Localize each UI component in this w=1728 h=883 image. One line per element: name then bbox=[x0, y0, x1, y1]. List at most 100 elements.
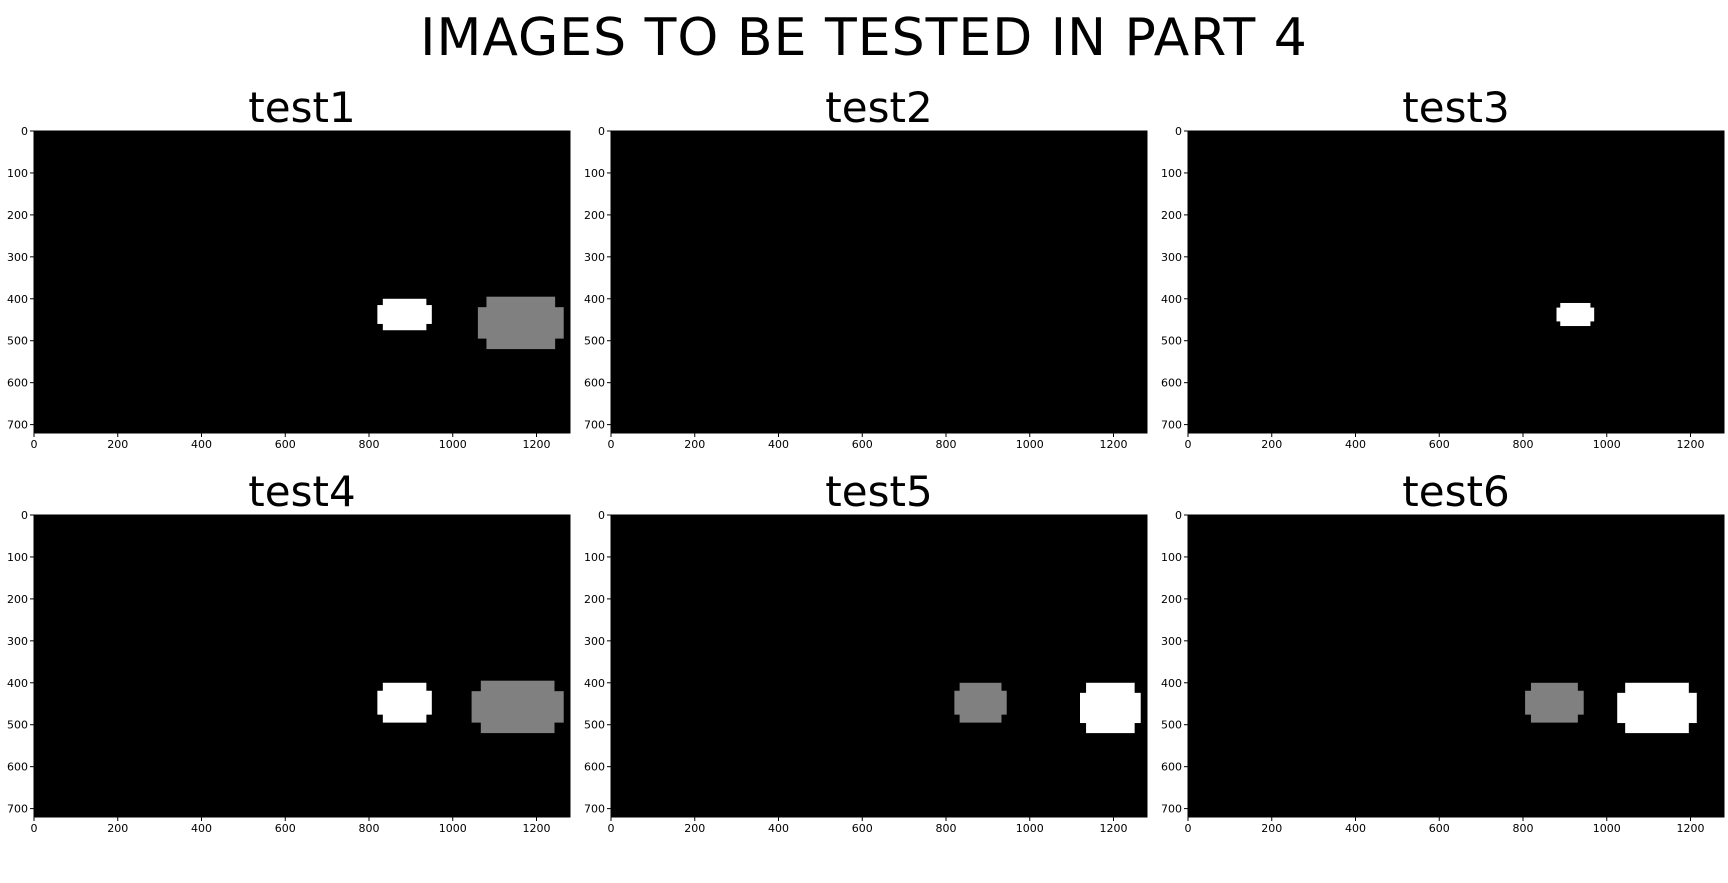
y-tick-label: 600 bbox=[584, 377, 605, 390]
x-tick-label: 800 bbox=[936, 438, 957, 451]
y-tick-label: 100 bbox=[584, 551, 605, 564]
x-tick-label: 1200 bbox=[1100, 822, 1128, 835]
x-tick-label: 1200 bbox=[1100, 438, 1128, 451]
white-blob bbox=[377, 298, 432, 331]
y-tick-label: 700 bbox=[1161, 419, 1182, 432]
y-tick-label: 100 bbox=[1161, 551, 1182, 564]
x-tick-label: 1200 bbox=[1677, 438, 1705, 451]
x-tick-label: 800 bbox=[936, 822, 957, 835]
x-tick-label: 800 bbox=[359, 438, 380, 451]
x-tick-label: 800 bbox=[359, 822, 380, 835]
axes-frame bbox=[610, 514, 1148, 818]
x-tick-label: 400 bbox=[768, 438, 789, 451]
subplot-title: test1 bbox=[248, 83, 356, 132]
gray-blob bbox=[471, 680, 564, 734]
y-tick-label: 200 bbox=[1161, 593, 1182, 606]
y-tick-label: 100 bbox=[7, 551, 28, 564]
x-tick-label: 400 bbox=[768, 822, 789, 835]
x-tick-label: 1000 bbox=[439, 438, 467, 451]
subplot-1: test1 0 200 400 600 800 1000 1200 0 100 200 300 400 5… bbox=[7, 85, 571, 499]
y-tick-label: 200 bbox=[584, 209, 605, 222]
x-tick-label: 1000 bbox=[1016, 438, 1044, 451]
y-tick-label: 200 bbox=[584, 593, 605, 606]
x-tick-label: 200 bbox=[1261, 822, 1282, 835]
subplot-axes: 0 200 400 600 800 1000 1200 0 100 200 300 400 500 600… bbox=[1161, 509, 1725, 835]
subplot-4: test4 0 200 400 600 800 1000 1200 0 100 200 300 400 5… bbox=[7, 469, 571, 883]
y-tick-label: 0 bbox=[1175, 509, 1182, 522]
blob-step bbox=[1617, 692, 1697, 724]
subplot-title: test2 bbox=[825, 83, 933, 132]
y-tick-label: 400 bbox=[584, 677, 605, 690]
x-tick-label: 1200 bbox=[1677, 822, 1705, 835]
x-tick-label: 400 bbox=[1345, 438, 1366, 451]
x-tick-label: 600 bbox=[852, 822, 873, 835]
axes-frame bbox=[33, 514, 571, 818]
y-tick-label: 300 bbox=[1161, 635, 1182, 648]
y-tick-label: 300 bbox=[584, 251, 605, 264]
y-tick-label: 500 bbox=[7, 719, 28, 732]
axes-frame bbox=[1187, 514, 1725, 818]
image-background bbox=[611, 515, 1147, 817]
y-tick-label: 500 bbox=[7, 335, 28, 348]
y-tick-label: 400 bbox=[1161, 293, 1182, 306]
axes-frame bbox=[1187, 130, 1725, 434]
y-tick-label: 400 bbox=[7, 293, 28, 306]
subplot-axes: 0 200 400 600 800 1000 1200 0 100 200 300 400 500 600… bbox=[7, 125, 571, 451]
x-tick-label: 400 bbox=[191, 438, 212, 451]
y-tick-label: 200 bbox=[7, 593, 28, 606]
x-tick-label: 600 bbox=[1429, 438, 1450, 451]
y-tick-label: 400 bbox=[584, 293, 605, 306]
image-background bbox=[1188, 515, 1724, 817]
image-background bbox=[34, 131, 570, 433]
x-tick-label: 800 bbox=[1513, 438, 1534, 451]
y-tick-label: 700 bbox=[7, 419, 28, 432]
image-background bbox=[611, 131, 1147, 433]
subplot-title: test3 bbox=[1402, 83, 1510, 132]
y-tick-label: 100 bbox=[7, 167, 28, 180]
y-tick-label: 500 bbox=[1161, 335, 1182, 348]
y-tick-label: 200 bbox=[7, 209, 28, 222]
y-tick-label: 700 bbox=[1161, 803, 1182, 816]
subplot-title: test5 bbox=[825, 467, 933, 516]
y-tick-label: 300 bbox=[7, 635, 28, 648]
y-tick-label: 600 bbox=[1161, 761, 1182, 774]
y-tick-label: 300 bbox=[7, 251, 28, 264]
blob-step bbox=[377, 690, 432, 715]
subplot-axes: 0 200 400 600 800 1000 1200 0 100 200 300 400 500 600… bbox=[1161, 125, 1725, 451]
x-tick-label: 200 bbox=[684, 438, 705, 451]
subplot-title: test6 bbox=[1402, 467, 1510, 516]
x-tick-label: 600 bbox=[275, 438, 296, 451]
y-tick-label: 100 bbox=[584, 167, 605, 180]
y-tick-label: 500 bbox=[584, 335, 605, 348]
y-tick-label: 400 bbox=[7, 677, 28, 690]
y-tick-label: 700 bbox=[7, 803, 28, 816]
x-tick-label: 600 bbox=[275, 822, 296, 835]
x-tick-label: 1000 bbox=[1593, 822, 1621, 835]
y-tick-label: 700 bbox=[584, 803, 605, 816]
subplot-title: test4 bbox=[248, 467, 356, 516]
x-tick-label: 400 bbox=[1345, 822, 1366, 835]
y-tick-label: 600 bbox=[584, 761, 605, 774]
y-tick-label: 600 bbox=[7, 761, 28, 774]
x-tick-label: 0 bbox=[31, 438, 38, 451]
x-tick-label: 0 bbox=[608, 822, 615, 835]
subplot-5: test5 0 200 400 600 800 1000 1200 0 100 200 300 400 5… bbox=[584, 469, 1148, 883]
white-blob bbox=[1617, 682, 1697, 734]
blob-step bbox=[1556, 307, 1595, 322]
gray-blob bbox=[1525, 682, 1584, 723]
y-tick-label: 500 bbox=[1161, 719, 1182, 732]
x-tick-label: 200 bbox=[107, 438, 128, 451]
x-tick-label: 600 bbox=[852, 438, 873, 451]
figure-title: IMAGES TO BE TESTED IN PART 4 bbox=[420, 8, 1308, 68]
y-tick-label: 700 bbox=[584, 419, 605, 432]
subplot-6: test6 0 200 400 600 800 1000 1200 0 100 200 300 400 5… bbox=[1161, 469, 1725, 883]
x-tick-label: 600 bbox=[1429, 822, 1450, 835]
x-tick-label: 200 bbox=[107, 822, 128, 835]
x-tick-label: 400 bbox=[191, 822, 212, 835]
y-tick-label: 0 bbox=[598, 125, 605, 138]
y-tick-label: 100 bbox=[1161, 167, 1182, 180]
blob-step bbox=[1080, 692, 1141, 724]
x-tick-label: 1000 bbox=[439, 822, 467, 835]
subplot-2: test2 0 200 400 600 800 1000 1200 0 100 200 300 400 5… bbox=[584, 85, 1148, 499]
white-blob bbox=[1556, 302, 1595, 327]
